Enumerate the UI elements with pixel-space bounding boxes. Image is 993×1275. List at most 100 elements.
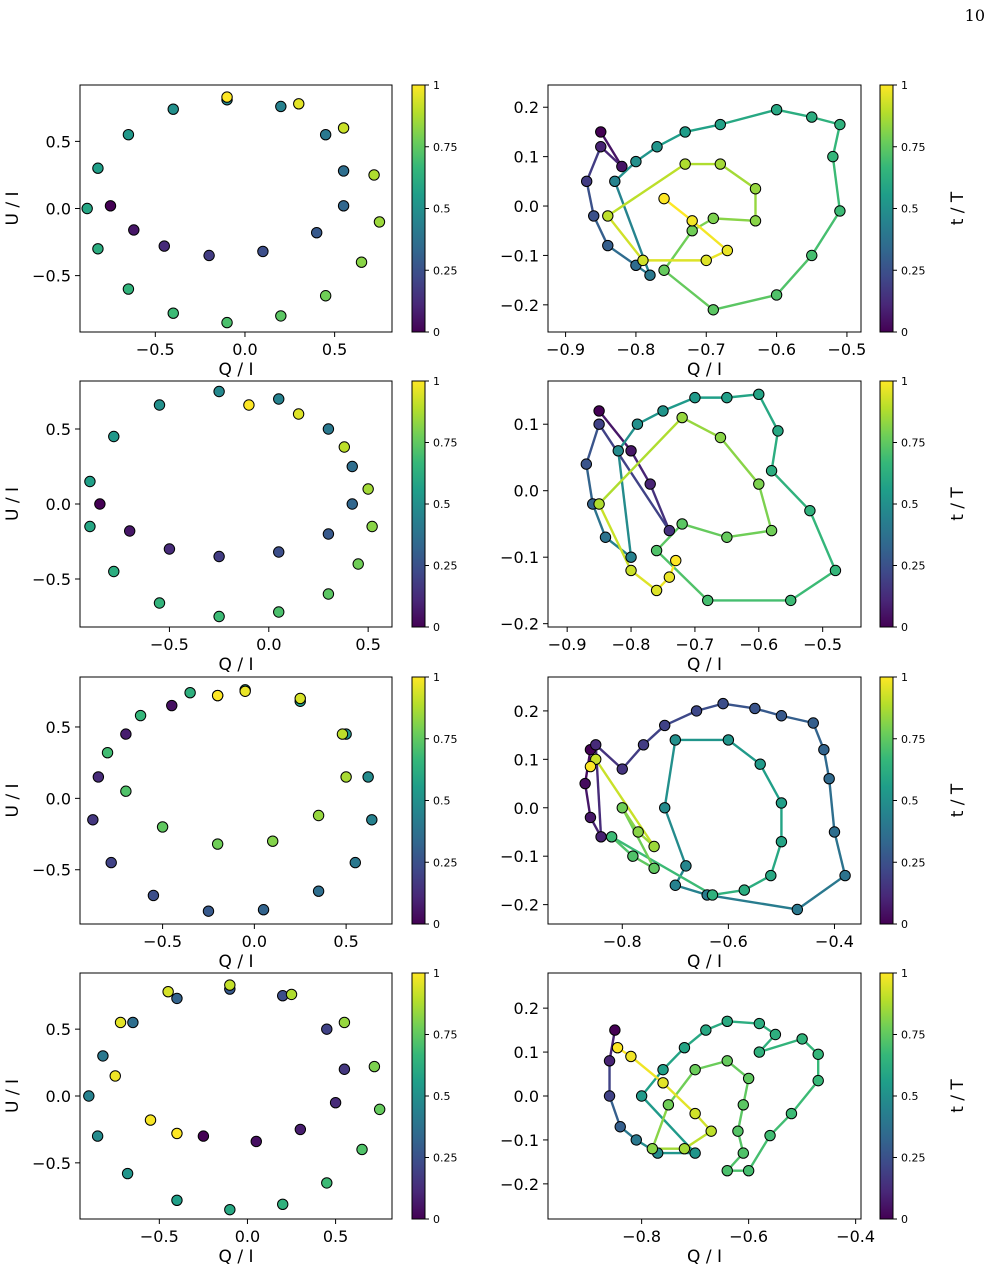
data-point bbox=[184, 687, 196, 699]
data-point bbox=[166, 699, 178, 712]
x-tick-label: −0.5 bbox=[140, 1227, 179, 1246]
trajectory-segment bbox=[655, 523, 684, 552]
trajectory-segment bbox=[831, 156, 842, 212]
data-point bbox=[717, 697, 729, 710]
data-point bbox=[373, 1103, 386, 1116]
trajectory-segment bbox=[727, 739, 761, 766]
data-point bbox=[707, 212, 719, 225]
data-point bbox=[322, 423, 335, 435]
data-point bbox=[355, 256, 368, 268]
data-point bbox=[346, 498, 358, 510]
trajectory-segment bbox=[662, 396, 696, 413]
data-point bbox=[753, 388, 765, 400]
data-point bbox=[319, 290, 332, 302]
data-point bbox=[630, 155, 642, 168]
y-tick-label: 0.1 bbox=[514, 415, 539, 434]
x-tick-label: −0.5 bbox=[150, 635, 189, 654]
data-point bbox=[753, 1017, 766, 1030]
y-tick-label: −0.5 bbox=[32, 861, 71, 880]
data-point bbox=[352, 558, 364, 570]
data-point bbox=[616, 160, 628, 173]
data-point bbox=[356, 1143, 368, 1156]
y-axis-label: U / I bbox=[3, 1079, 23, 1113]
data-point bbox=[635, 1090, 648, 1102]
x-tick-label: −0.9 bbox=[548, 635, 587, 654]
trajectory-segment bbox=[663, 230, 694, 271]
data-point bbox=[732, 1125, 744, 1137]
data-point bbox=[121, 1167, 134, 1180]
y-tick-label: 0.0 bbox=[514, 1087, 539, 1106]
colorbar-gradient bbox=[879, 972, 894, 1220]
trajectory-segment bbox=[790, 1079, 820, 1115]
data-point bbox=[839, 869, 851, 882]
y-tick-label: 0.2 bbox=[514, 702, 539, 721]
data-point bbox=[349, 856, 361, 869]
colorbar-tick-label: 1 bbox=[901, 79, 908, 92]
data-point bbox=[785, 594, 797, 607]
data-point bbox=[700, 1024, 712, 1036]
data-point bbox=[657, 1063, 669, 1076]
data-point bbox=[257, 904, 270, 916]
colorbar-tick-label: 1 bbox=[901, 671, 908, 684]
colorbar: 0 0.25 0.5 0.75 1 bbox=[411, 671, 458, 931]
data-point bbox=[714, 158, 727, 170]
data-point bbox=[221, 91, 233, 103]
trajectory-segment bbox=[583, 783, 592, 818]
y-tick-label: 0.0 bbox=[46, 789, 71, 808]
data-point bbox=[769, 1028, 782, 1041]
data-point bbox=[105, 856, 117, 869]
y-tick-label: 0.1 bbox=[514, 750, 539, 769]
colorbar-tick-label: 0.25 bbox=[433, 560, 458, 573]
data-point bbox=[689, 391, 701, 404]
data-point bbox=[749, 183, 762, 195]
panel-r2-right: −0.9 −0.8 −0.7 −0.6 −0.5 −0.2 −0.1 0.0 0.1 Q / I bbox=[500, 380, 862, 675]
data-point bbox=[338, 1063, 351, 1075]
colorbar-tick-label: 0.5 bbox=[433, 498, 451, 511]
data-point bbox=[94, 498, 106, 510]
data-point bbox=[827, 150, 839, 163]
data-point bbox=[742, 1072, 755, 1085]
axes-frame bbox=[79, 972, 393, 1220]
data-point bbox=[775, 797, 788, 809]
data-point bbox=[690, 705, 703, 717]
data-point bbox=[593, 418, 605, 430]
colorbar-tick-label: 0 bbox=[901, 918, 908, 931]
x-tick-label: −0.8 bbox=[616, 340, 655, 359]
data-point bbox=[329, 1096, 342, 1109]
trajectory-segment bbox=[611, 835, 714, 896]
data-point bbox=[293, 98, 305, 110]
x-tick-label: −0.8 bbox=[612, 635, 651, 654]
data-point bbox=[158, 240, 170, 252]
data-point bbox=[770, 104, 783, 116]
data-point bbox=[108, 430, 120, 443]
data-point bbox=[829, 564, 842, 577]
x-tick-label: 0.0 bbox=[242, 932, 267, 951]
data-point bbox=[224, 1203, 236, 1216]
x-tick-label: 0.0 bbox=[235, 1227, 260, 1246]
page-number: 10 bbox=[964, 6, 985, 25]
data-point bbox=[120, 785, 132, 797]
data-point bbox=[123, 525, 136, 537]
x-tick-label: −0.5 bbox=[803, 635, 842, 654]
data-point bbox=[337, 122, 350, 134]
colorbar-gradient bbox=[411, 676, 426, 925]
data-point bbox=[657, 405, 669, 417]
data-point bbox=[91, 1130, 104, 1142]
trajectory-segment bbox=[607, 163, 686, 217]
data-point bbox=[584, 811, 597, 824]
x-tick-label: −0.4 bbox=[836, 1227, 875, 1246]
y-tick-label: 0.0 bbox=[514, 799, 539, 818]
data-point bbox=[294, 1123, 307, 1136]
trajectory-segment bbox=[775, 254, 813, 296]
data-point bbox=[122, 128, 135, 141]
trajectory-segment bbox=[663, 269, 715, 311]
data-point bbox=[322, 588, 335, 600]
colorbar-tick-label: 0.5 bbox=[901, 203, 919, 216]
trajectory-segment bbox=[684, 123, 721, 134]
data-point bbox=[109, 1070, 121, 1082]
data-point bbox=[785, 1107, 798, 1120]
trajectory-segment bbox=[796, 874, 846, 911]
x-tick-label: −0.7 bbox=[687, 340, 726, 359]
data-point bbox=[714, 118, 727, 131]
trajectory-segment bbox=[663, 197, 693, 222]
